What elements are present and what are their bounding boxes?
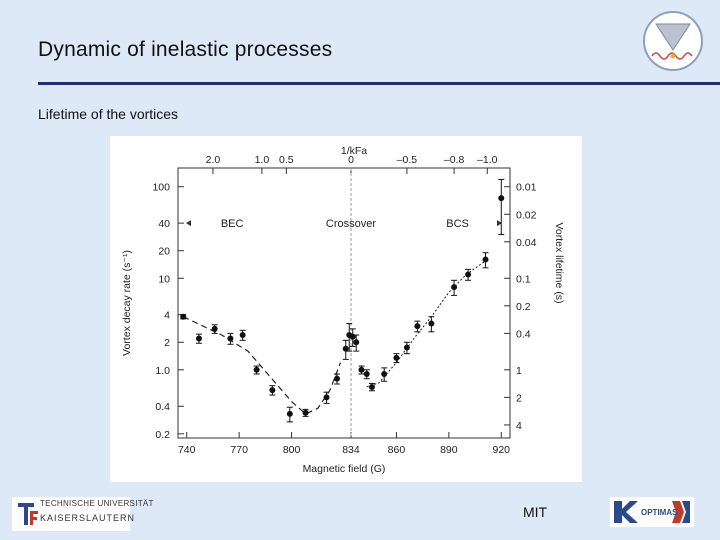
- data-point: [302, 409, 309, 416]
- top-tick-label: 0.5: [279, 154, 294, 166]
- data-points-layer: [180, 178, 505, 423]
- optimas-logo-text: OPTIMAS: [641, 508, 678, 517]
- tu-logo-line1: TECHNISCHE UNIVERSITÄT: [40, 499, 154, 508]
- y-tick-label: 100: [152, 182, 170, 194]
- data-point: [393, 354, 400, 361]
- data-point: [239, 331, 246, 338]
- y2-tick-label: 2: [516, 392, 522, 404]
- y2-tick-label: 0.04: [516, 237, 537, 249]
- y-tick-label: 0.4: [155, 401, 170, 413]
- bec-fit-curve: [182, 316, 342, 415]
- y2-tick-label: 0.1: [516, 273, 531, 285]
- y-tick-label: 20: [158, 246, 170, 258]
- top-tick-label: –0.8: [444, 154, 465, 166]
- x-axis-label: Magnetic field (G): [303, 463, 386, 475]
- y-axis-label: Vortex decay rate (s⁻¹): [121, 250, 133, 356]
- bcs-arrow-icon: [497, 220, 502, 227]
- y-tick-label: 2: [164, 337, 170, 349]
- y-tick-label: 4: [164, 310, 170, 322]
- footer-mit: MIT: [523, 504, 548, 520]
- slide-subtitle: Lifetime of the vortices: [38, 106, 179, 122]
- data-point: [195, 335, 202, 342]
- data-point: [358, 366, 365, 373]
- tu-logo-line2: KAISERSLAUTERN: [40, 513, 136, 523]
- chart-svg: 740 770 800 834 860 890 920 2.0 1.0 0.5 0 –0.5 –0.8–…: [121, 145, 565, 475]
- data-point: [403, 344, 410, 351]
- data-point: [482, 256, 489, 263]
- data-point: [498, 195, 505, 202]
- data-point: [451, 284, 458, 291]
- top-tick-label: 0: [348, 154, 354, 166]
- y-tick-label: 10: [158, 273, 170, 285]
- region-label: BCS: [446, 218, 469, 230]
- data-point: [342, 345, 349, 352]
- top-tick-label: –0.5: [397, 154, 418, 166]
- data-point: [414, 323, 421, 330]
- top-tick-label: –1.0: [477, 154, 498, 166]
- x-tick-label: 860: [388, 444, 406, 456]
- axes-layer: [177, 167, 511, 439]
- y-tick-label: 0.2: [155, 429, 170, 441]
- top-tick-label: 2.0: [206, 154, 221, 166]
- bcs-fit-curve: [366, 259, 488, 388]
- y2-axis-label: Vortex lifetime (s): [553, 222, 565, 303]
- data-point: [323, 394, 330, 401]
- data-point: [211, 325, 218, 332]
- y-tick-label: 40: [158, 218, 170, 230]
- y2-tick-label: 1: [516, 365, 522, 377]
- data-point: [363, 371, 370, 378]
- x-tick-label: 920: [492, 444, 510, 456]
- data-point: [465, 271, 472, 278]
- data-point: [286, 410, 293, 417]
- bec-arrow-icon: [186, 220, 191, 227]
- trap-logo-icon: [643, 11, 703, 71]
- x-tick-label: 770: [230, 444, 248, 456]
- data-point: [253, 366, 260, 373]
- y2-tick-label: 4: [516, 420, 522, 432]
- data-point: [368, 383, 375, 390]
- slide-title: Dynamic of inelastic processes: [38, 38, 333, 61]
- region-label: Crossover: [326, 218, 376, 230]
- y-tick-label: 1.0: [155, 365, 170, 377]
- data-point: [334, 375, 341, 382]
- x-tick-label: 800: [283, 444, 301, 456]
- data-point: [381, 371, 388, 378]
- x-tick-label: 740: [178, 444, 196, 456]
- plot-frame: [177, 167, 511, 439]
- y2-tick-label: 0.02: [516, 209, 537, 221]
- x-tick-label: 890: [440, 444, 458, 456]
- title-rule: [38, 82, 720, 85]
- data-point: [353, 339, 360, 346]
- region-label: BEC: [221, 218, 244, 230]
- top-tick-label: 1.0: [255, 154, 270, 166]
- y2-tick-label: 0.4: [516, 328, 531, 340]
- chart-text-layer: 740 770 800 834 860 890 920 2.0 1.0 0.5 0 –0.5 –0.8–…: [121, 145, 565, 475]
- data-point: [180, 313, 187, 320]
- top-axis-label: 1/kFa: [341, 145, 367, 157]
- x-tick-label: 834: [342, 444, 360, 456]
- data-point: [428, 320, 435, 327]
- data-point: [227, 335, 234, 342]
- tu-kaiserslautern-logo-icon: [12, 497, 130, 531]
- vortex-lifetime-chart: 740 770 800 834 860 890 920 2.0 1.0 0.5 0 –0.5 –0.8–…: [110, 136, 582, 482]
- y2-tick-label: 0.01: [516, 182, 537, 194]
- data-point: [269, 387, 276, 394]
- optimas-logo-icon: OPTIMAS: [610, 497, 694, 527]
- y2-tick-label: 0.2: [516, 301, 531, 313]
